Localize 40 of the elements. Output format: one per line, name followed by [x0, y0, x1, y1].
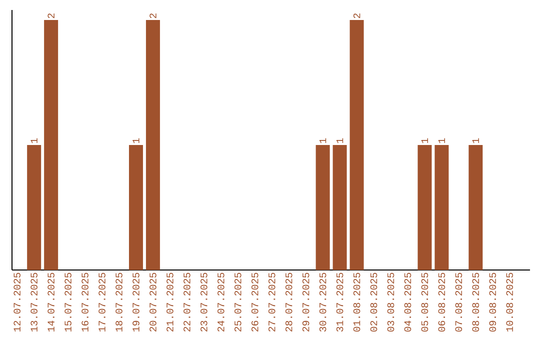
- x-tick-label: 14.07.2025: [48, 272, 54, 332]
- x-tick-label: 08.08.2025: [472, 272, 480, 332]
- x-tick-label: 09.08.2025: [489, 272, 496, 332]
- data-label: 1: [472, 138, 479, 144]
- x-tick-label: 22.07.2025: [184, 272, 190, 332]
- x-tick-label: 06.08.2025: [438, 272, 446, 332]
- x-tick-label: 12.07.2025: [14, 272, 20, 332]
- data-label: 1: [438, 138, 445, 144]
- x-tick-label: 10.08.2025: [506, 272, 514, 332]
- x-tick-label: 26.07.2025: [251, 272, 258, 332]
- x-tick-label: 28.07.2025: [285, 272, 292, 332]
- x-tick-label: 18.07.2025: [116, 272, 122, 332]
- x-tick-label: 21.07.2025: [166, 272, 174, 332]
- x-tick-label: 31.07.2025: [336, 272, 344, 332]
- x-tick-label: 02.08.2025: [370, 272, 378, 332]
- x-tick-label: 07.08.2025: [455, 272, 462, 332]
- x-tick-label: 30.07.2025: [319, 272, 326, 332]
- x-tick-label: 23.07.2025: [200, 272, 208, 332]
- x-tick-label: 17.07.2025: [98, 272, 106, 332]
- x-tick-label: 13.07.2025: [30, 272, 38, 332]
- data-label: 2: [353, 13, 360, 18]
- x-tick-label: 04.08.2025: [404, 272, 412, 332]
- data-label: 1: [30, 138, 38, 144]
- x-tick-label: 24.07.2025: [218, 272, 224, 332]
- x-tick-label: 20.07.2025: [150, 272, 156, 332]
- data-label: 1: [320, 138, 326, 144]
- x-tick-label: 01.08.2025: [353, 272, 360, 332]
- data-label: 2: [150, 13, 156, 18]
- x-tick-label: 25.07.2025: [234, 272, 242, 332]
- data-label: 2: [48, 13, 54, 18]
- x-tick-label: 29.07.2025: [302, 272, 310, 332]
- x-tick-label: 03.08.2025: [387, 272, 394, 332]
- x-tick-label: 27.07.2025: [268, 272, 276, 332]
- x-tick-label: 15.07.2025: [64, 272, 72, 332]
- x-tick-label: 16.07.2025: [82, 272, 88, 332]
- data-label: 1: [336, 138, 344, 144]
- data-label: 1: [421, 138, 428, 144]
- x-tick-label: 05.08.2025: [421, 272, 428, 332]
- data-label: 1: [132, 138, 140, 144]
- x-tick-label: 19.07.2025: [132, 272, 140, 332]
